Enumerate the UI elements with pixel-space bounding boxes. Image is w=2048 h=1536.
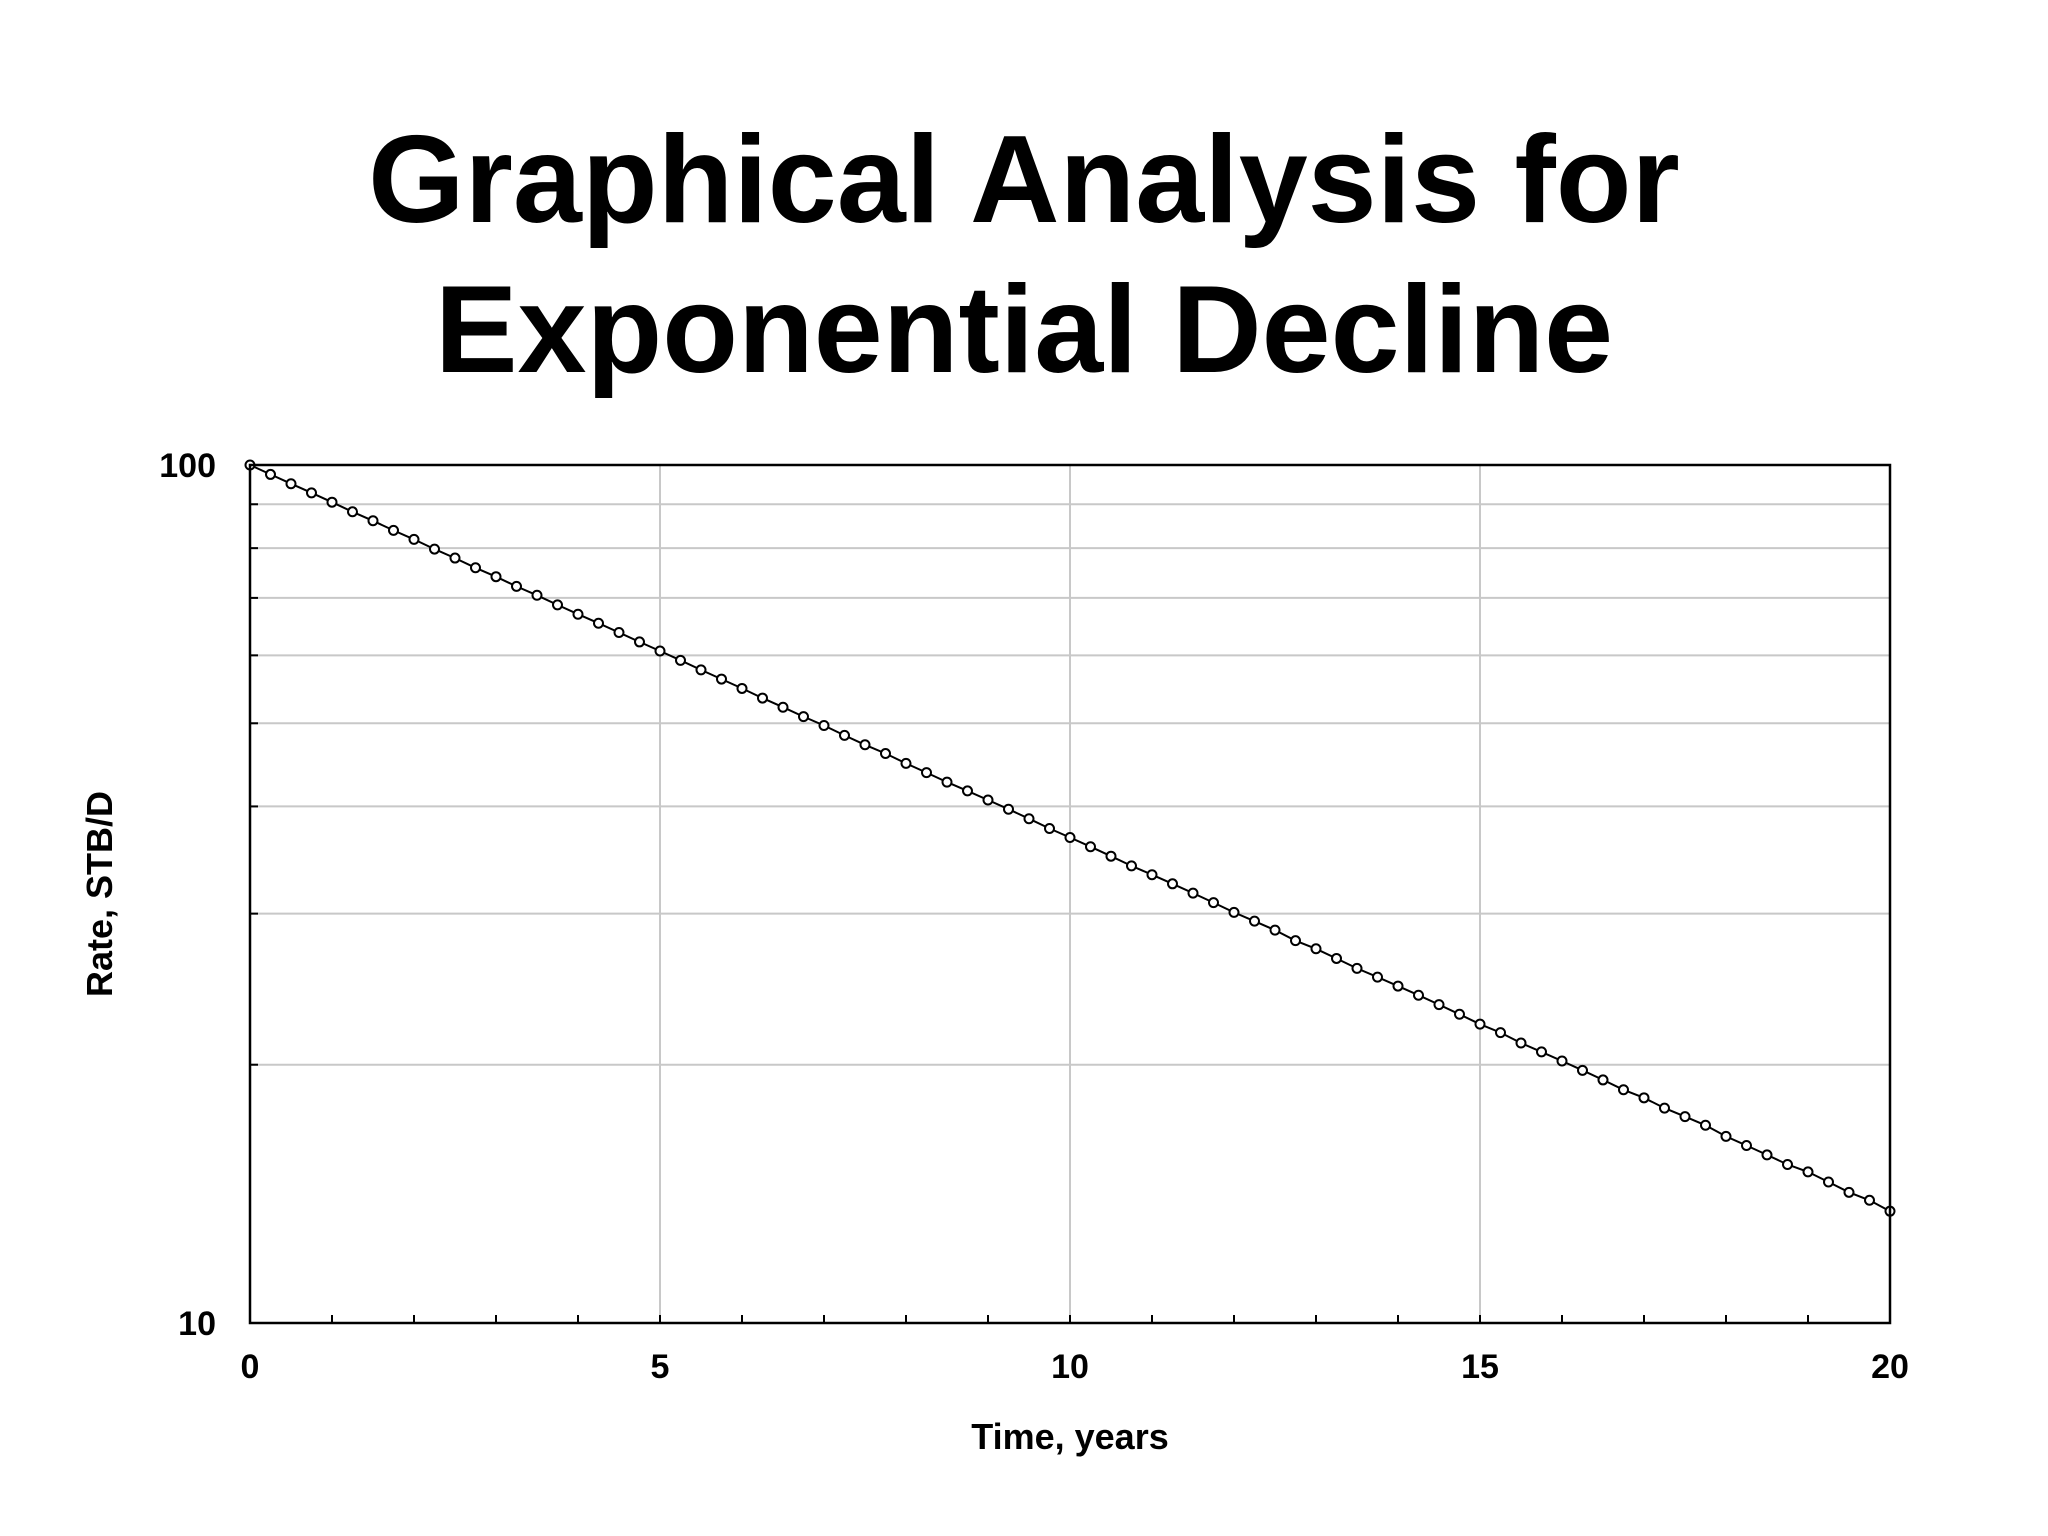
data-point	[839, 729, 850, 741]
data-point	[593, 617, 604, 629]
data-point	[1700, 1119, 1711, 1131]
data-point	[470, 562, 481, 574]
data-point	[1495, 1027, 1506, 1039]
data-point	[1864, 1194, 1875, 1206]
data-point	[695, 664, 707, 676]
data-point	[1126, 860, 1137, 872]
data-point	[429, 543, 440, 555]
data-point	[1023, 813, 1035, 825]
data-point	[634, 636, 645, 648]
x-tick-label: 5	[651, 1348, 670, 1386]
data-point	[1679, 1111, 1691, 1123]
page-title: Graphical Analysis for Exponential Decli…	[0, 105, 2048, 405]
minor-ticks	[250, 503, 1809, 1323]
data-point	[1331, 952, 1342, 964]
x-axis-label: Time, years	[971, 1416, 1168, 1457]
data-point	[1556, 1055, 1568, 1067]
data-point	[1146, 869, 1158, 881]
data-point	[654, 645, 666, 657]
data-point	[716, 673, 727, 685]
data-point	[306, 487, 317, 499]
y-tick-label: 10	[178, 1305, 216, 1343]
data-point	[572, 608, 584, 620]
data-point	[798, 711, 809, 723]
data-point	[941, 776, 953, 788]
data-point	[1044, 822, 1055, 834]
x-tick-labels: 0 5 10 15 20	[241, 1348, 1909, 1386]
data-point	[1659, 1102, 1670, 1114]
data-point	[1064, 832, 1076, 844]
data-point	[1536, 1046, 1547, 1058]
data-point	[921, 767, 932, 779]
x-tick-label: 10	[1051, 1348, 1089, 1386]
data-point	[1310, 943, 1322, 955]
data-point	[367, 515, 379, 527]
data-point	[388, 524, 399, 536]
data-point	[1105, 850, 1117, 862]
data-point	[1638, 1092, 1650, 1104]
data-point	[1823, 1176, 1834, 1188]
x-tick-label: 0	[241, 1348, 260, 1386]
data-point	[818, 720, 830, 732]
data-point	[1413, 989, 1424, 1001]
data-point	[511, 580, 522, 592]
data-point	[982, 794, 994, 806]
data-point	[1372, 971, 1383, 983]
data-point	[408, 533, 420, 545]
data-point	[449, 552, 461, 564]
data-point	[1761, 1149, 1773, 1161]
data-point	[285, 478, 297, 490]
data-point	[265, 468, 276, 480]
data-point	[490, 571, 502, 583]
data-point	[1085, 841, 1096, 853]
data-point	[675, 654, 686, 666]
data-point	[1167, 878, 1178, 890]
y-tick-labels: 10 100	[159, 447, 216, 1343]
data-point	[552, 599, 563, 611]
data-point	[1802, 1166, 1814, 1178]
data-point	[1720, 1130, 1732, 1142]
plot-area-frame	[248, 463, 1892, 1325]
data-point	[1003, 803, 1014, 815]
data-point	[1208, 897, 1219, 909]
data-point	[1843, 1186, 1855, 1198]
data-point	[900, 757, 912, 769]
title-line-2: Exponential Decline	[434, 261, 1614, 399]
x-tick-label: 15	[1461, 1348, 1499, 1386]
data-point	[1782, 1159, 1793, 1171]
y-axis-label: Rate, STB/D	[79, 791, 120, 997]
title-line-1: Graphical Analysis for	[368, 111, 1680, 249]
data-point	[347, 506, 358, 518]
data-point	[1597, 1074, 1609, 1086]
data-point	[880, 748, 891, 760]
data-point	[1392, 980, 1404, 992]
data-point	[1515, 1037, 1527, 1049]
data-point	[1577, 1064, 1588, 1076]
data-point	[1618, 1084, 1629, 1096]
data-point	[777, 701, 789, 713]
x-tick-label: 20	[1871, 1348, 1909, 1386]
data-point	[1187, 887, 1199, 899]
data-point	[1269, 924, 1281, 936]
data-point	[1228, 906, 1240, 918]
data-point	[1454, 1008, 1465, 1020]
data-point	[859, 739, 871, 751]
data-point	[962, 785, 973, 797]
y-tick-label: 100	[159, 447, 216, 485]
data-points	[244, 459, 1896, 1217]
data-point	[531, 589, 543, 601]
data-point	[326, 496, 338, 508]
grid-lines	[250, 465, 1890, 1323]
data-point	[1249, 915, 1260, 927]
data-point	[1741, 1140, 1752, 1152]
data-point	[1474, 1018, 1486, 1030]
data-point	[1290, 935, 1301, 947]
data-point	[1351, 962, 1363, 974]
data-point	[1433, 999, 1445, 1011]
data-point	[613, 626, 625, 638]
data-point	[736, 682, 748, 694]
data-point	[757, 692, 768, 704]
